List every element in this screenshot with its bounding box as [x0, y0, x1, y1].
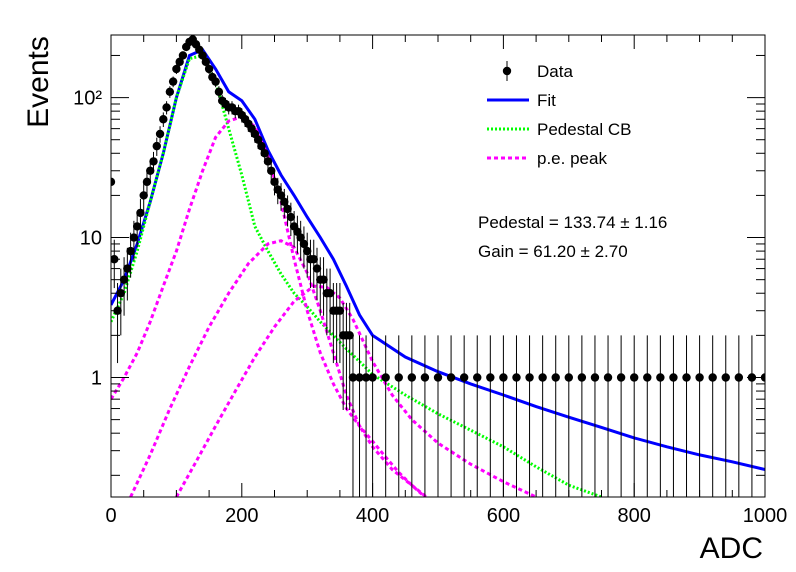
y-tick-label: 10²: [73, 88, 102, 110]
data-point: [590, 373, 600, 382]
data-point: [345, 331, 354, 340]
data-point: [111, 177, 116, 187]
x-tick-label: 0: [105, 505, 116, 527]
data-point: [253, 135, 263, 144]
x-tick-label: 600: [487, 505, 520, 527]
data-point: [142, 177, 152, 187]
y-tick-label: 1: [91, 367, 102, 389]
data-point: [149, 157, 158, 166]
data-point: [486, 373, 495, 382]
data-point: [312, 264, 322, 273]
data-point: [309, 255, 318, 264]
data-point: [368, 373, 377, 382]
data-point: [198, 51, 207, 60]
data-point: [630, 373, 639, 382]
x-tick-label: 1000: [743, 505, 788, 527]
data-point: [355, 373, 364, 382]
data-point: [656, 373, 665, 382]
data-point: [146, 166, 155, 175]
data-point: [319, 275, 328, 284]
data-point: [126, 246, 135, 256]
x-axis-label: ADC: [700, 532, 763, 565]
legend-label: Pedestal CB: [537, 120, 632, 139]
data-point: [136, 208, 145, 218]
data-point: [119, 275, 129, 284]
data-point: [116, 289, 126, 298]
data-point: [577, 373, 587, 382]
y-axis-label: Events: [22, 36, 55, 128]
data-point: [162, 103, 171, 112]
data-point: [695, 373, 704, 382]
data-point: [446, 373, 456, 382]
data-point: [152, 141, 161, 151]
data-point: [204, 64, 214, 74]
data-point: [123, 264, 132, 273]
data-point: [708, 373, 717, 382]
data-point: [280, 197, 289, 207]
data-point: [551, 373, 560, 382]
data-point: [603, 373, 613, 382]
series-line-pedestal-cb: [111, 53, 603, 497]
legend-label: Data: [537, 62, 573, 81]
data-point: [129, 233, 139, 242]
data-point: [211, 77, 220, 86]
data-point: [214, 87, 224, 96]
data-point: [682, 373, 691, 382]
data-point: [669, 373, 678, 382]
legend-label: p.e. peak: [537, 149, 607, 168]
data-point: [303, 246, 312, 256]
y-tick-label: 10: [80, 228, 102, 250]
data-point: [407, 373, 417, 382]
data-point: [263, 157, 273, 166]
data-point: [283, 204, 292, 214]
data-point: [270, 177, 279, 187]
data-point: [473, 373, 482, 382]
data-point: [132, 222, 142, 231]
data-point: [499, 373, 508, 382]
legend-label: Fit: [537, 91, 556, 110]
data-point: [325, 289, 335, 298]
data-point: [175, 57, 184, 67]
gain-annotation: Gain = 61.20 ± 2.70: [478, 242, 628, 261]
data-point: [299, 239, 309, 249]
pedestal-annotation: Pedestal = 133.74 ± 1.16: [478, 213, 667, 232]
data-point: [512, 373, 521, 382]
data-point: [381, 373, 390, 382]
legend-marker-data: [502, 66, 512, 76]
data-point: [420, 373, 430, 382]
data-point: [433, 373, 443, 382]
data-point: [260, 149, 269, 158]
data-point: [267, 166, 276, 175]
data-point: [564, 373, 573, 382]
data-point: [139, 191, 148, 200]
data-point: [616, 373, 626, 382]
data-point: [296, 233, 305, 242]
data-point: [286, 212, 296, 222]
data-point: [335, 306, 345, 315]
data-point: [538, 373, 547, 382]
data-point: [159, 115, 168, 124]
x-tick-label: 200: [225, 505, 258, 527]
data-point: [168, 77, 178, 86]
data-point: [361, 373, 371, 382]
data-point: [178, 51, 188, 60]
data-point: [459, 373, 469, 382]
data-point: [201, 57, 211, 67]
data-point: [525, 373, 534, 382]
data-point: [721, 373, 730, 382]
x-tick-label: 800: [618, 505, 651, 527]
data-point: [155, 129, 165, 139]
data-point: [734, 373, 744, 382]
data-point: [276, 191, 286, 200]
data-point: [257, 141, 266, 151]
data-point: [165, 87, 175, 96]
data-point: [394, 373, 403, 382]
x-tick-label: 400: [356, 505, 389, 527]
data-point: [643, 373, 652, 382]
data-point: [172, 64, 181, 74]
data-point: [348, 373, 358, 382]
